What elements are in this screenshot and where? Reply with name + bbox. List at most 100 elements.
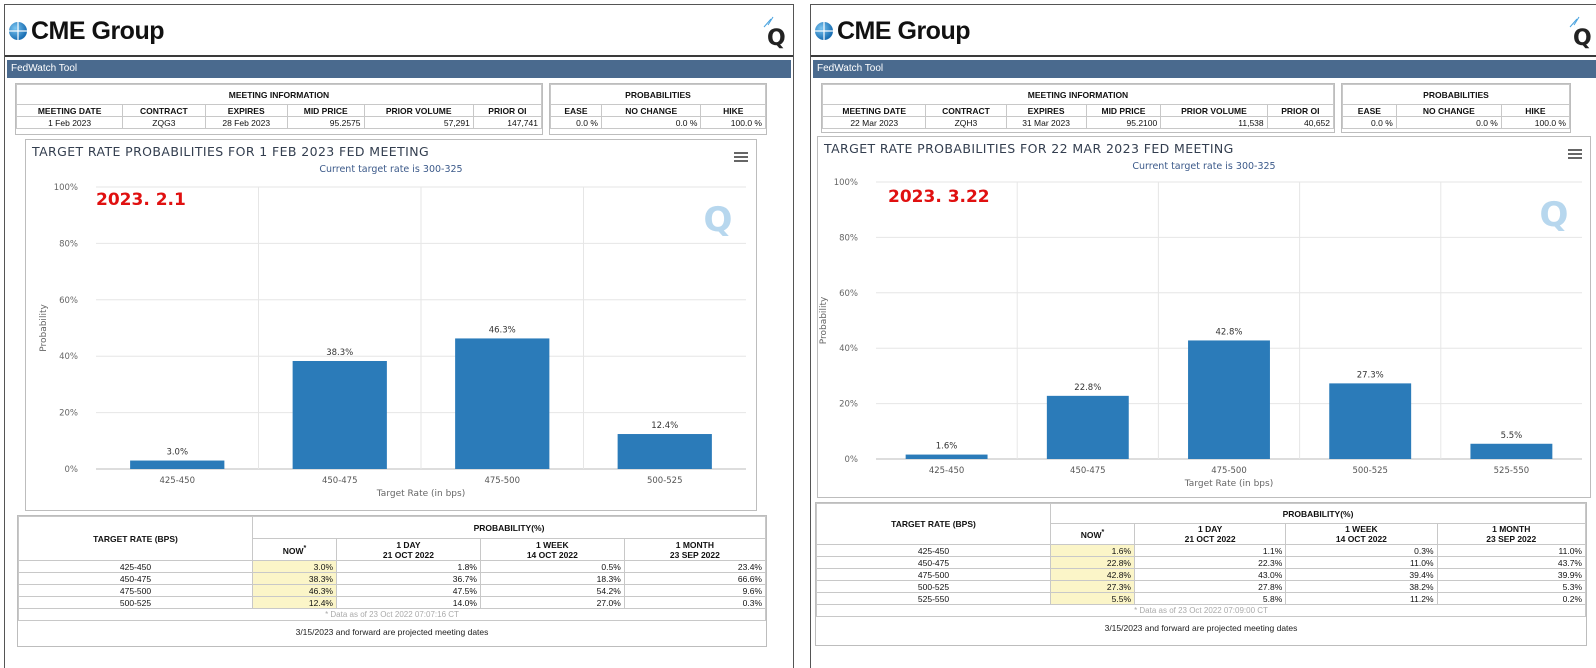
meeting-info-title: MEETING INFORMATION: [16, 84, 542, 105]
col-prior-volume: PRIOR VOLUME: [363, 104, 474, 117]
y-tick-label: 100%: [54, 183, 78, 193]
expires-value: 28 Feb 2023: [204, 116, 288, 129]
brand-name: CME Group: [31, 16, 165, 45]
col-prior-oi: PRIOR OI: [1266, 104, 1335, 117]
col-prior-volume: PRIOR VOLUME: [1160, 104, 1268, 117]
bar-chart: 0% 20% 40% 60% 80% 100% 3.0% 425-450 38.3% 450-47…: [39, 183, 746, 499]
probability-cell: 27.8%: [1133, 580, 1287, 593]
watermark-q-icon: Q: [1540, 195, 1569, 235]
contract-value: ZQG3: [122, 116, 206, 129]
bar: [1470, 443, 1553, 459]
y-tick-label: 40%: [839, 344, 858, 354]
table-row: 425-450 3.0% 1.8% 0.5% 23.4%: [18, 560, 767, 573]
y-tick-label: 60%: [839, 289, 858, 299]
hamburger-menu-icon[interactable]: [734, 152, 748, 162]
probability-cell: 27.3%: [1050, 580, 1135, 593]
cme-logo[interactable]: CME Group: [9, 9, 177, 53]
contract-value: ZQH3: [925, 116, 1007, 129]
probability-cell: 22.8%: [1050, 556, 1135, 569]
meeting-info-table: MEETING INFORMATION MEETING DATE CONTRAC…: [15, 83, 543, 135]
data-label: 42.8%: [1215, 327, 1242, 337]
col-meeting-date: MEETING DATE: [821, 104, 927, 117]
probability-cell: 5.8%: [1133, 592, 1287, 605]
probability-cell: 38.2%: [1285, 580, 1438, 593]
target-rate-header: TARGET RATE (BPS): [18, 516, 253, 561]
x-tick-label: 425-450: [929, 466, 965, 476]
y-tick-label: 0%: [845, 455, 859, 465]
expires-value: 31 Mar 2023: [1005, 116, 1087, 129]
col-no-change: NO CHANGE: [1395, 104, 1502, 117]
probability-cell: 11.0%: [1285, 556, 1438, 569]
quikstrike-q-icon[interactable]: Q: [1565, 15, 1593, 49]
data-label: 46.3%: [489, 325, 516, 335]
probability-cell: 22.3%: [1133, 556, 1287, 569]
cme-logo[interactable]: CME Group: [815, 9, 983, 53]
target-rate-cell: 425-450: [18, 560, 253, 573]
y-tick-label: 60%: [59, 296, 78, 306]
x-axis-title: Target Rate (in bps): [1184, 479, 1273, 489]
probability-header: PROBABILITY(%): [252, 516, 766, 539]
bar-chart: 0% 20% 40% 60% 80% 100% 1.6% 425-450 22.8% 450-47…: [819, 178, 1582, 489]
chart-subtitle: Current target rate is 300-325: [319, 164, 463, 175]
probability-cell: 39.9%: [1436, 568, 1587, 581]
svg-text:Q: Q: [767, 26, 786, 49]
probabilities-table: PROBABILITIES EASE NO CHANGE HIKE 0.0 % …: [1341, 83, 1571, 133]
x-axis-title: Target Rate (in bps): [376, 489, 465, 499]
data-label: 5.5%: [1501, 431, 1523, 441]
target-rate-cell: 500-525: [18, 596, 253, 609]
table-row: 525-550 5.5% 5.8% 11.2% 0.2%: [816, 592, 1587, 605]
data-label: 3.0%: [166, 448, 188, 458]
bar: [1329, 383, 1412, 459]
target-rate-table: TARGET RATE (BPS) PROBABILITY(%) NOW* 1 …: [815, 502, 1587, 646]
probability-cell: 38.3%: [252, 572, 337, 585]
col-1-month: 1 MONTH 23 SEP 2022: [1436, 523, 1587, 545]
probability-cell: 3.0%: [252, 560, 337, 573]
globe-icon: [9, 22, 27, 40]
y-axis-title: Probability: [39, 304, 49, 352]
y-tick-label: 40%: [59, 352, 78, 362]
chart-subtitle: Current target rate is 300-325: [1132, 161, 1276, 172]
data-label: 1.6%: [936, 442, 958, 452]
probability-cell: 39.4%: [1285, 568, 1438, 581]
target-rate-cell: 450-475: [18, 572, 253, 585]
bar: [130, 460, 225, 469]
projected-dates-footer: 3/15/2023 and forward are projected meet…: [295, 627, 489, 637]
probability-cell: 11.2%: [1285, 592, 1438, 605]
probabilities-title: PROBABILITIES: [550, 84, 766, 105]
probability-cell: 5.3%: [1436, 580, 1587, 593]
y-tick-label: 20%: [59, 409, 78, 419]
col-mid-price: MID PRICE: [286, 104, 365, 117]
col-1-day: 1 DAY 21 OCT 2022: [1133, 523, 1287, 545]
probability-cell: 43.7%: [1436, 556, 1587, 569]
data-timestamp-note: * Data as of 23 Oct 2022 07:07:16 CT: [18, 608, 766, 621]
bar: [905, 454, 988, 459]
meeting-info-title: MEETING INFORMATION: [822, 84, 1334, 105]
ease-value: 0.0 %: [550, 116, 602, 129]
probability-cell: 5.5%: [1050, 592, 1135, 605]
target-rate-cell: 500-525: [816, 580, 1051, 593]
chart-container: TARGET RATE PROBABILITIES FOR 22 MAR 202…: [817, 136, 1591, 498]
toolbar-title: FedWatch Tool: [813, 60, 1596, 78]
target-rate-table: TARGET RATE (BPS) PROBABILITY(%) NOW* 1 …: [17, 515, 767, 647]
target-rate-header: TARGET RATE (BPS): [816, 503, 1051, 545]
probability-cell: 18.3%: [479, 572, 625, 585]
y-tick-label: 20%: [839, 400, 858, 410]
projected-dates-footer: 3/15/2023 and forward are projected meet…: [1104, 623, 1298, 633]
probability-cell: 1.6%: [1050, 544, 1135, 557]
col-contract: CONTRACT: [925, 104, 1007, 117]
no-change-value: 0.0 %: [1395, 116, 1502, 129]
x-tick-label: 475-500: [1211, 466, 1247, 476]
watermark-q-icon: Q: [704, 200, 733, 240]
y-tick-label: 80%: [59, 239, 78, 249]
x-tick-label: 425-450: [159, 476, 195, 486]
hike-value: 100.0 %: [1500, 116, 1571, 129]
chart-container: TARGET RATE PROBABILITIES FOR 1 FEB 2023…: [25, 139, 757, 511]
hamburger-menu-icon[interactable]: [1568, 149, 1582, 159]
quikstrike-q-icon[interactable]: Q: [759, 15, 787, 49]
bar: [455, 338, 550, 469]
col-no-change: NO CHANGE: [600, 104, 702, 117]
meeting-date-value: 22 Mar 2023: [821, 116, 927, 129]
col-1-month: 1 MONTH 23 SEP 2022: [623, 538, 767, 561]
fedwatch-panel-mar: CME Group Q FedWatch Tool MEETING INFORM…: [810, 4, 1596, 668]
brand-name: CME Group: [837, 16, 971, 45]
